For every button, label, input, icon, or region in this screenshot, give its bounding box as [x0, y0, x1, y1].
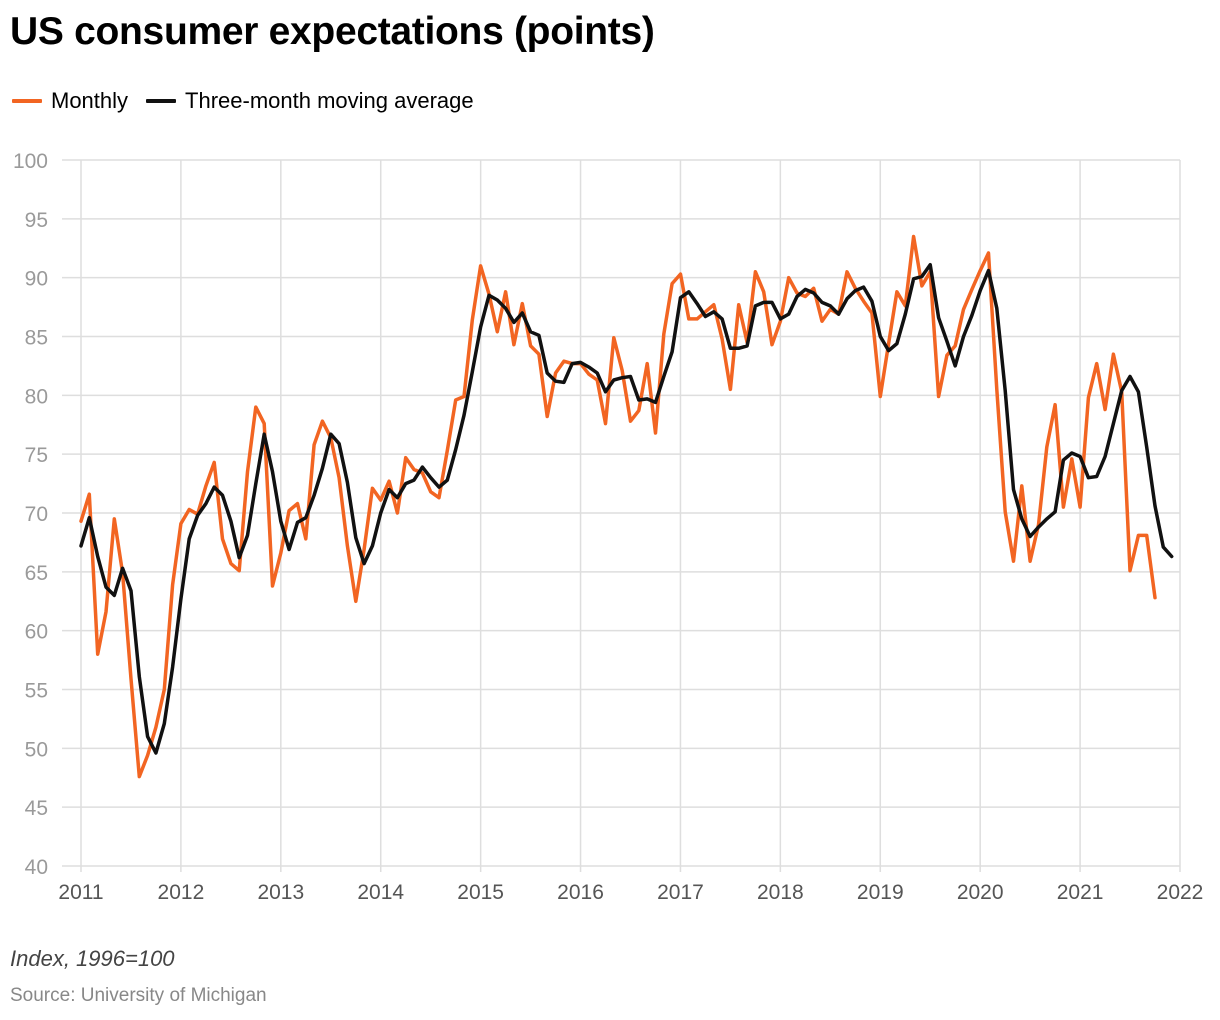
x-tick-label: 2016	[557, 881, 604, 904]
x-tick-label: 2011	[58, 881, 103, 904]
series-lines	[79, 234, 1174, 779]
y-tick-label: 65	[25, 562, 48, 585]
y-tick-label: 100	[13, 150, 48, 173]
x-axis-ticks: 2011 2012 2013 2014 2015 2016 2017 2018 2019 2020…	[58, 881, 1203, 904]
y-tick-label: 80	[25, 385, 48, 408]
legend-label-moving-average: Three-month moving average	[185, 88, 474, 113]
y-tick-label: 40	[25, 856, 48, 879]
legend-swatch-monthly	[12, 99, 42, 103]
series-line-moving-average	[79, 262, 1174, 755]
x-tick-label: 2012	[158, 881, 205, 904]
x-tick-label: 2021	[1057, 881, 1104, 904]
y-tick-label: 45	[25, 797, 48, 820]
y-axis-ticks: 40 45 50 55 60 65 70 75 80 85 90 95 100	[13, 150, 48, 879]
x-tick-label: 2022	[1157, 881, 1204, 904]
chart-note: Index, 1996=100	[10, 946, 175, 971]
x-tick-label: 2019	[857, 881, 904, 904]
y-tick-label: 90	[25, 268, 48, 291]
legend-label-monthly: Monthly	[51, 88, 129, 113]
y-tick-label: 75	[25, 444, 48, 467]
series-line-monthly	[79, 234, 1157, 779]
y-tick-label: 50	[25, 738, 48, 761]
chart-title: US consumer expectations (points)	[10, 10, 655, 53]
y-tick-label: 95	[25, 209, 48, 232]
y-tick-label: 70	[25, 503, 48, 526]
x-tick-label: 2015	[457, 881, 504, 904]
chart-source: Source: University of Michigan	[10, 985, 267, 1006]
y-tick-label: 60	[25, 621, 48, 644]
x-tick-label: 2014	[357, 881, 404, 904]
y-tick-label: 85	[25, 327, 48, 350]
y-tick-label: 55	[25, 680, 48, 703]
gridlines	[62, 159, 1181, 872]
legend-item-moving-average: Three-month moving average	[146, 88, 474, 114]
x-tick-label: 2017	[657, 881, 704, 904]
legend: Monthly Three-month moving average	[12, 88, 492, 114]
x-tick-label: 2020	[957, 881, 1004, 904]
legend-swatch-moving-average	[146, 99, 177, 103]
legend-item-monthly: Monthly	[12, 88, 128, 114]
x-tick-label: 2013	[257, 881, 304, 904]
x-tick-label: 2018	[757, 881, 804, 904]
